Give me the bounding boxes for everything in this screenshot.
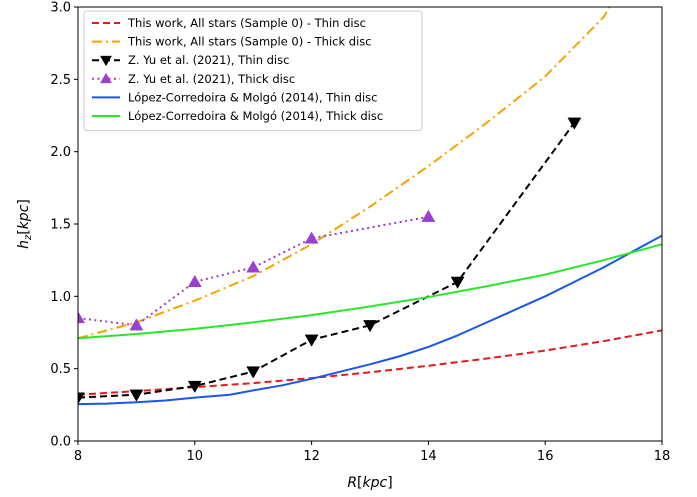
- legend-marker: [100, 55, 112, 67]
- y-tick-label: 0.5: [50, 362, 71, 377]
- x-tick-label: 14: [420, 449, 437, 464]
- y-tick-label: 2.5: [50, 73, 71, 88]
- y-tick-label: 1.5: [50, 218, 71, 233]
- x-tick-label: 18: [654, 449, 671, 464]
- series-1: [78, 329, 662, 396]
- series-line-1: [78, 329, 662, 396]
- series-line-3: [78, 122, 576, 399]
- legend-entry-6: López-Corredoira & Molgó (2014), Thick d…: [92, 109, 383, 123]
- legend-entry-1: This work, All stars (Sample 0) - Thin d…: [92, 16, 366, 30]
- series-3: [78, 117, 582, 405]
- plot-area: [78, 7, 662, 406]
- data-point: [129, 318, 144, 331]
- legend-entry-4: Z. Yu et al. (2021), Thick disc: [92, 72, 295, 86]
- y-axis-label: hz[kpc]: [16, 199, 34, 249]
- x-tick-label: 16: [537, 449, 554, 464]
- data-point: [363, 320, 377, 333]
- x-tick-label: 12: [303, 449, 320, 464]
- series-line-4: [78, 215, 429, 327]
- series-4: [78, 209, 436, 331]
- legend: This work, All stars (Sample 0) - Thin d…: [83, 10, 423, 132]
- data-point: [129, 389, 144, 402]
- x-tick-label: 8: [74, 449, 82, 464]
- legend-marker: [100, 72, 112, 84]
- series-5: [78, 234, 662, 406]
- x-axis-label: R[kpc]: [347, 475, 392, 491]
- legend-label: Z. Yu et al. (2021), Thick disc: [128, 72, 295, 86]
- data-point: [246, 366, 261, 379]
- y-tick-label: 2.0: [50, 145, 71, 160]
- legend-box: [83, 10, 423, 132]
- data-point: [246, 260, 261, 273]
- y-tick-label: 3.0: [50, 1, 71, 16]
- series-line-5: [78, 234, 662, 406]
- data-point: [567, 117, 582, 130]
- series-2: [78, 7, 611, 340]
- legend-entry-5: López-Corredoira & Molgó (2014), Thin di…: [92, 90, 378, 104]
- data-point: [78, 392, 85, 405]
- series-6: [78, 243, 662, 340]
- series-line-6: [78, 243, 662, 340]
- data-point: [421, 209, 436, 222]
- data-point: [304, 231, 319, 244]
- data-point: [450, 276, 465, 289]
- legend-label: López-Corredoira & Molgó (2014), Thin di…: [128, 90, 378, 104]
- legend-label: This work, All stars (Sample 0) - Thin d…: [127, 16, 366, 30]
- axis-ticks: 8 10 12 14 16 18 0.0 0.5 1.0 1.5 2.0 2.5 3.0: [50, 1, 670, 465]
- data-point: [78, 311, 85, 324]
- y-tick-label: 0.0: [50, 435, 71, 450]
- series-line-2: [78, 7, 611, 340]
- legend-label: Z. Yu et al. (2021), Thin disc: [128, 53, 289, 67]
- x-tick-label: 10: [187, 449, 204, 464]
- data-point: [187, 274, 202, 287]
- legend-label: This work, All stars (Sample 0) - Thick …: [127, 35, 372, 49]
- y-tick-label: 1.0: [50, 290, 71, 305]
- legend-entry-2: This work, All stars (Sample 0) - Thick …: [92, 35, 372, 49]
- data-point: [304, 334, 319, 347]
- legend-label: López-Corredoira & Molgó (2014), Thick d…: [128, 109, 383, 123]
- data-point: [187, 380, 202, 394]
- legend-entry-3: Z. Yu et al. (2021), Thin disc: [92, 53, 289, 67]
